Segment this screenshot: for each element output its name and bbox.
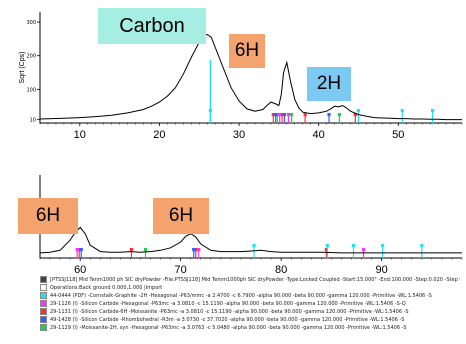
top-y-tick-label: 100 <box>26 87 36 93</box>
bottom-reference-marker <box>192 248 196 252</box>
legend-swatch <box>40 284 47 291</box>
legend-swatch <box>40 276 47 283</box>
bottom-reference-marker <box>129 248 134 252</box>
annotation-6h-bottom-right: 6H <box>153 198 209 234</box>
top-reference-marker <box>353 113 357 117</box>
top-x-tick-label: 50 <box>392 129 404 141</box>
bottom-diffraction-trace <box>39 226 462 254</box>
annotation-6h-top: 6H <box>229 34 265 68</box>
legend-swatch <box>40 300 47 307</box>
legend-text: 29-1131 (I) -Silicon Carbide-6H -Moissan… <box>50 309 409 315</box>
legend-text: 44-0444 (PDF) -Cornstalk-Graphite -2H -H… <box>50 293 432 299</box>
top-reference-marker <box>337 113 341 117</box>
bottom-x-tick-label: 90 <box>375 264 387 276</box>
top-reference-marker <box>286 113 291 117</box>
legend-row: 29-1129 (I) -Moissanite-2H, syn -Hexagon… <box>40 324 460 331</box>
top-diffraction-trace <box>39 33 462 121</box>
top-reference-marker <box>400 109 404 113</box>
bottom-reference-marker <box>252 244 256 248</box>
top-reference-marker <box>282 113 287 117</box>
bottom-reference-marker <box>143 248 148 252</box>
legend-text: 49-1428 (I) -Silicon Carbide -Rhombohedr… <box>50 317 405 323</box>
top-panel: 10 100 200 300 Sqrt (Cps) 10 20 30 40 50 <box>19 12 463 141</box>
legend-row: 29-1126 (I) -Silicon Carbide -Hexagonal … <box>40 300 460 307</box>
bottom-reference-marker <box>324 248 328 252</box>
bottom-x-tick-label: 70 <box>175 264 187 276</box>
legend-swatch <box>40 324 47 331</box>
bottom-reference-marker <box>325 244 329 248</box>
top-reference-marker <box>303 113 307 117</box>
top-x-tick-label: 20 <box>153 129 165 141</box>
bottom-reference-marker <box>77 248 81 252</box>
top-reference-marker <box>280 113 284 117</box>
top-y-tick-label: 10 <box>30 118 36 124</box>
top-reference-marker <box>271 113 275 117</box>
top-y-axis-label: Sqrt (Cps) <box>19 52 26 84</box>
bottom-reference-marker <box>351 244 356 248</box>
bottom-reference-marker <box>194 248 198 252</box>
legend-swatch <box>40 308 47 315</box>
bottom-reference-marker <box>79 248 83 252</box>
bottom-x-tick-label: 60 <box>74 264 86 276</box>
annotation-6h-bottom-left: 6H <box>18 198 78 234</box>
legend-text: 29-1129 (I) -Moissanite-2H, syn -Hexagon… <box>50 325 407 331</box>
top-x-tick-label: 10 <box>74 129 86 141</box>
top-reference-marker <box>430 109 435 113</box>
top-x-tick-label: 40 <box>313 129 325 141</box>
top-reference-marker <box>290 113 294 117</box>
bottom-x-tick-label: 80 <box>275 264 287 276</box>
legend-swatch <box>40 316 47 323</box>
legend-text: 29-1126 (I) -Silicon Carbide -Hexagonal … <box>50 301 406 307</box>
top-reference-marker <box>327 113 331 117</box>
legend-row: 49-1428 (I) -Silicon Carbide -Rhombohedr… <box>40 316 460 323</box>
top-y-tick-label: 300 <box>26 20 36 26</box>
legend-row: 44-0444 (PDF) -Cornstalk-Graphite -2H -H… <box>40 292 460 299</box>
bottom-reference-marker <box>75 248 79 252</box>
legend-text: Operations:Back ground 0.000,1.000 |Impo… <box>50 285 163 291</box>
legend-swatch <box>40 292 47 299</box>
top-reference-marker <box>274 113 278 117</box>
bottom-reference-marker <box>361 248 366 252</box>
legend-row: Operations:Back ground 0.000,1.000 |Impo… <box>40 284 460 291</box>
legend-row: 29-1131 (I) -Silicon Carbide-6H -Moissan… <box>40 308 460 315</box>
legend-text: [PTSSJ118] Mid Tenm1000 ph SIC dryPowder… <box>50 277 460 283</box>
top-y-tick-label: 200 <box>26 54 36 60</box>
top-reference-marker <box>356 109 361 113</box>
bottom-reference-marker <box>197 248 201 252</box>
bottom-reference-marker <box>381 244 385 248</box>
legend-row: [PTSSJ118] Mid Tenm1000 ph SIC dryPowder… <box>40 276 460 283</box>
bottom-panel: 60 70 80 90 <box>39 175 463 276</box>
annotation-2h: 2H <box>307 67 351 101</box>
annotation-carbon: Carbon <box>98 8 206 44</box>
top-x-tick-label: 30 <box>233 129 245 141</box>
top-reference-marker <box>278 113 282 117</box>
bottom-reference-marker <box>420 244 424 248</box>
